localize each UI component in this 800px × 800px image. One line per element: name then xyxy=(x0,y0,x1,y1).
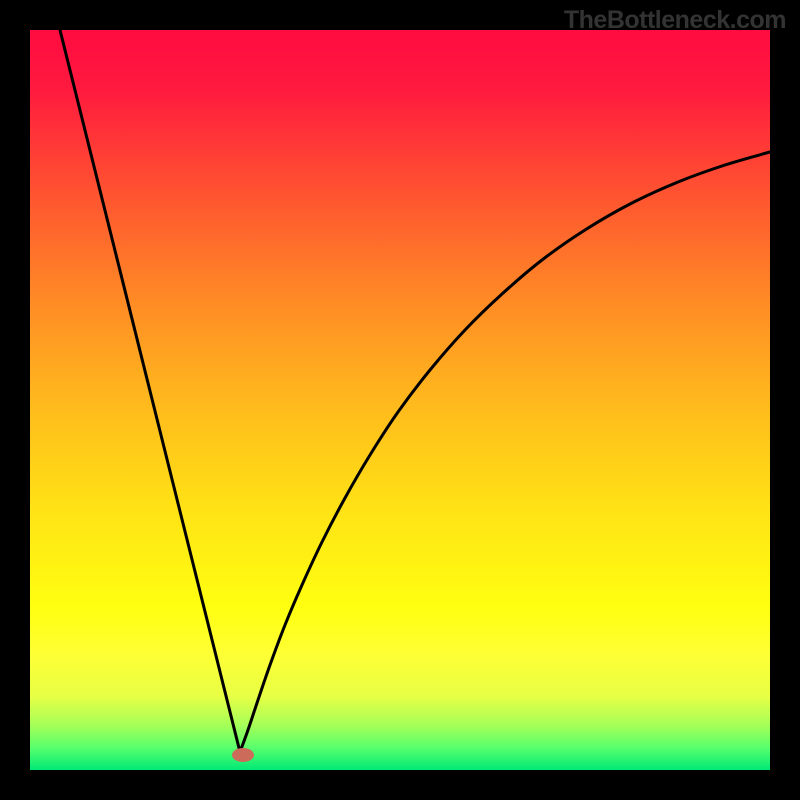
watermark-text: TheBottleneck.com xyxy=(564,6,786,35)
bottleneck-curve xyxy=(60,30,770,752)
curve-layer xyxy=(30,30,770,770)
optimum-marker xyxy=(232,748,254,762)
plot-area xyxy=(30,30,770,770)
